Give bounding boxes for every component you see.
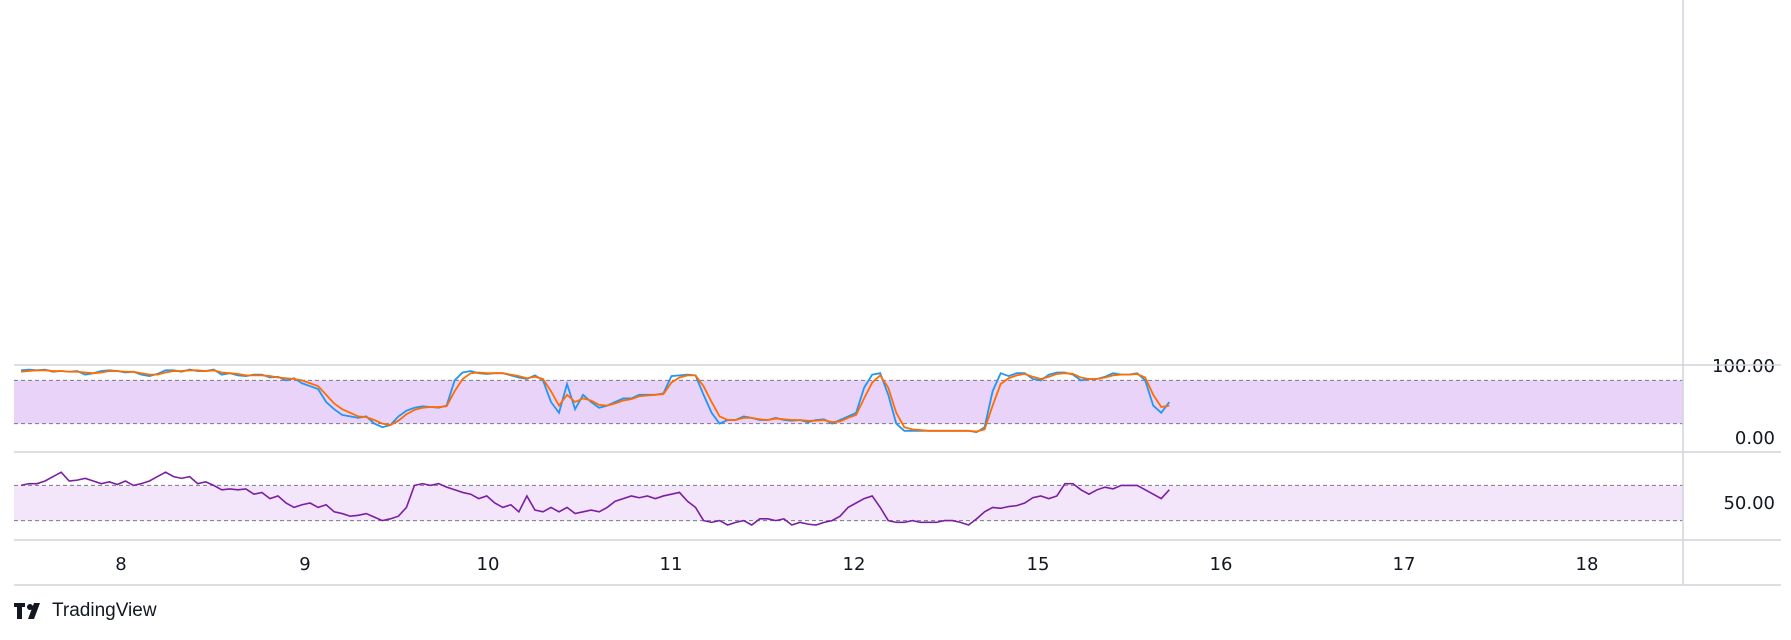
time-tick-label: 8 (115, 554, 126, 575)
axes: 74.0073.0072.0071.0070.0069.00100.000.00… (14, 0, 1781, 586)
time-tick-label: 9 (299, 554, 310, 575)
rsi-line-0 (20, 471, 1170, 526)
stochastic-pane (14, 368, 1683, 434)
brand-name: TradingView (52, 600, 157, 621)
time-tick-label: 16 (1210, 554, 1233, 575)
time-tick-label: 18 (1576, 554, 1599, 575)
rsi-tick-label: 50.00 (1723, 493, 1775, 514)
tradingview-icon (14, 603, 40, 619)
time-tick-label: 12 (843, 554, 866, 575)
rsi-pane (14, 471, 1683, 526)
tradingview-logo: TradingView (14, 600, 157, 622)
time-tick-label: 15 (1027, 554, 1050, 575)
time-tick-label: 17 (1393, 554, 1416, 575)
stochastic-tick-label: 100.00 (1712, 356, 1775, 377)
time-tick-label: 10 (477, 554, 500, 575)
rsi-band (14, 485, 1683, 521)
time-tick-label: 11 (660, 554, 683, 575)
stochastic-line-1 (20, 369, 1170, 433)
stochastic-tick-label: 0.00 (1735, 428, 1775, 449)
